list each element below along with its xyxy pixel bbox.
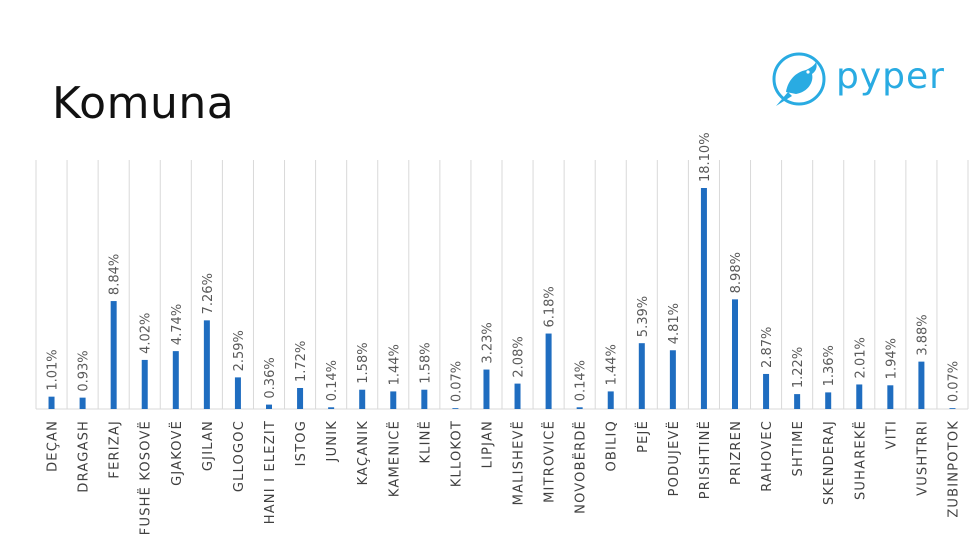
- bar: [421, 389, 428, 409]
- data-label: 1.58%: [356, 342, 371, 383]
- bar: [700, 188, 707, 409]
- bar: [172, 351, 179, 409]
- category-label: PEJË: [635, 420, 651, 453]
- bird-in-circle-icon: [772, 52, 826, 106]
- bar: [110, 301, 117, 409]
- bar: [359, 389, 366, 409]
- data-label: 0.14%: [325, 360, 340, 401]
- bar: [266, 404, 272, 409]
- category-label: GLLOGOC: [232, 420, 247, 492]
- category-label: KLLOKOT: [449, 420, 464, 487]
- bar: [141, 359, 148, 409]
- category-label: PRIZREN: [729, 420, 744, 485]
- data-label: 8.98%: [729, 252, 744, 293]
- data-label: 1.58%: [418, 342, 433, 383]
- data-label: 4.81%: [667, 303, 682, 344]
- category-label: LIPJAN: [480, 420, 495, 468]
- bar: [638, 343, 645, 409]
- category-label: DEÇAN: [46, 420, 61, 472]
- data-label: 1.44%: [387, 344, 402, 385]
- data-label: 2.87%: [760, 327, 775, 368]
- data-label: 0.07%: [449, 361, 464, 402]
- category-label: SKENDERAJ: [822, 420, 837, 505]
- category-label: JUNIK: [325, 420, 340, 462]
- data-label: 2.08%: [512, 336, 527, 377]
- data-label: 0.14%: [574, 360, 589, 401]
- data-label: 8.84%: [108, 254, 123, 295]
- category-label: PODUJEVË: [666, 420, 682, 496]
- data-label: 7.26%: [201, 273, 216, 314]
- category-label: OBILIQ: [605, 420, 620, 472]
- bar: [949, 408, 956, 409]
- bar: [732, 299, 738, 409]
- data-label: 1.72%: [294, 341, 309, 382]
- data-label: 18.10%: [698, 132, 713, 182]
- bar: [328, 407, 335, 409]
- category-label: KLINË: [417, 420, 433, 464]
- bar: [297, 387, 304, 409]
- data-label: 2.01%: [853, 337, 868, 378]
- bar: [452, 408, 459, 409]
- bar: [483, 369, 490, 409]
- bar: [234, 377, 241, 409]
- category-label: PRISHTINË: [697, 420, 713, 499]
- logo-text: pyper: [836, 55, 945, 97]
- bar: [825, 392, 832, 409]
- data-label: 1.36%: [822, 345, 837, 386]
- bar: [856, 384, 863, 409]
- slide-title: Komuna: [52, 78, 235, 129]
- data-label: 3.23%: [480, 322, 495, 363]
- data-label: 2.59%: [232, 330, 247, 371]
- category-label: KAMENICË: [386, 420, 402, 497]
- data-label: 1.44%: [605, 344, 620, 385]
- bar: [514, 383, 521, 409]
- category-label: SHTIME: [791, 420, 806, 476]
- category-label: MITROVICË: [542, 420, 558, 503]
- category-label: HANI I ELEZIT: [263, 420, 278, 524]
- category-label: GJILAN: [201, 420, 216, 471]
- data-label: 0.07%: [946, 361, 961, 402]
- category-label: VITI: [884, 420, 899, 449]
- category-label: RAHOVEC: [760, 420, 775, 492]
- bar: [545, 333, 552, 409]
- bar: [669, 350, 676, 409]
- category-label: FUSHË KOSOVË: [138, 420, 154, 535]
- data-label: 3.88%: [915, 314, 930, 355]
- category-label: NOVOBËRDË: [573, 420, 589, 514]
- data-label: 0.36%: [263, 357, 278, 398]
- bar: [887, 385, 894, 409]
- data-label: 1.94%: [884, 338, 899, 379]
- category-label: ZUBINPOTOK: [946, 420, 961, 518]
- category-label: ISTOG: [294, 420, 309, 466]
- category-label: KAÇANIK: [356, 420, 371, 485]
- data-label: 1.01%: [46, 349, 61, 390]
- category-label: GJAKOVË: [169, 420, 185, 486]
- data-label: 4.74%: [170, 304, 185, 345]
- bar: [203, 320, 210, 409]
- bar: [918, 361, 925, 409]
- bar: [79, 397, 86, 409]
- category-label: VUSHTRRI: [915, 420, 930, 496]
- data-label: 1.22%: [791, 347, 806, 388]
- bar: [390, 391, 397, 409]
- data-label: 4.02%: [139, 313, 154, 354]
- pyper-logo: pyper: [768, 48, 945, 110]
- bar: [763, 373, 770, 409]
- data-label: 5.39%: [636, 296, 651, 337]
- data-label: 6.18%: [543, 286, 558, 327]
- bar: [48, 396, 55, 409]
- bar: [794, 394, 801, 409]
- bar: [576, 407, 583, 409]
- category-label: SUHAREKË: [852, 420, 868, 500]
- category-label: DRAGASH: [77, 420, 92, 493]
- category-label: FERIZAJ: [108, 420, 123, 479]
- category-label: MALISHEVË: [511, 420, 527, 505]
- data-label: 0.93%: [77, 350, 92, 391]
- bar: [607, 391, 614, 409]
